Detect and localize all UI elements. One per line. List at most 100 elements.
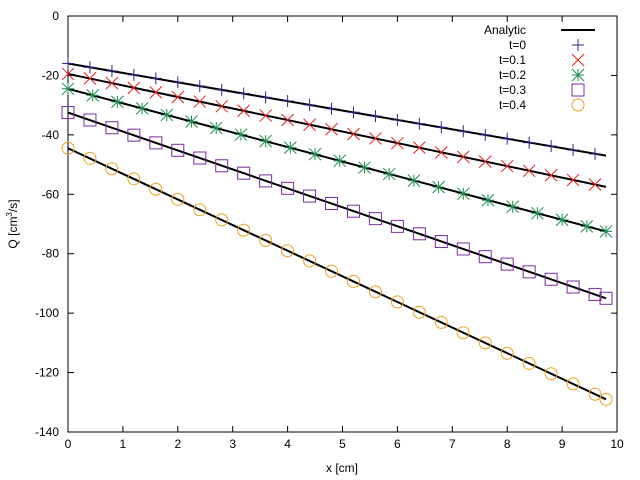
legend-marker [571,83,585,97]
data-point-star [599,225,613,238]
data-point-star [234,128,248,141]
data-point-square [303,189,317,203]
x-tick-label: 10 [610,437,624,451]
axis-ticks [67,15,618,433]
y-axis-label-suffix: /s] [6,199,20,212]
data-point-cross [434,146,448,159]
data-point-circle [390,295,404,309]
data-point-square [599,291,613,305]
data-point-circle [127,172,141,186]
data-point-circle [303,254,317,268]
data-point-square [281,181,295,195]
data-point-square [171,143,185,157]
data-point-plus [501,132,514,145]
legend-label: t=0.1 [499,53,526,67]
y-tick-label: -80 [42,247,60,261]
data-point-cross [215,99,229,113]
data-point-square [325,196,339,210]
y-tick-label: -120 [35,366,59,380]
legend-marker [572,39,584,51]
data-point-circle [566,377,580,391]
data-point-star [506,200,520,214]
x-tick-label: 6 [394,437,401,451]
data-point-cross [193,95,207,108]
data-point-circle [171,192,185,206]
legend-label: t=0 [509,38,526,52]
y-tick-label: -40 [42,128,60,142]
data-point-star [135,102,149,115]
data-point-plus [413,117,426,130]
y-tick-label: -20 [42,68,60,82]
series-layer [61,57,613,406]
data-point-plus [62,57,74,70]
data-point-square [215,159,229,173]
series-t-0-4 [61,141,613,406]
data-point-square [434,235,448,249]
data-point-plus [149,72,162,85]
data-point-plus [237,87,250,100]
data-point-plus [325,102,338,115]
data-point-square [127,128,141,142]
data-point-star [382,167,396,181]
legend-label: Analytic [484,23,526,37]
data-point-star [259,134,272,148]
analytic-line [67,87,607,233]
data-point-star [209,121,223,135]
data-point-square [105,121,119,135]
data-point-square [61,106,75,120]
data-point-cross [61,67,75,81]
y-axis-label: Q [cm3/s] [5,199,20,248]
data-point-circle [544,367,558,381]
data-point-star [432,180,445,194]
data-point-plus [105,64,118,77]
data-point-circle [105,162,119,176]
data-point-star [531,206,544,220]
data-point-star [111,95,124,109]
legend-label: t=0.2 [499,68,526,82]
data-point-square [566,280,580,294]
data-point-circle [588,387,602,401]
data-point-square [346,204,360,218]
series-t-0 [62,57,602,160]
y-axis-label-prefix: Q [cm [6,217,20,249]
data-point-cross [544,168,558,182]
data-point-star [456,187,470,201]
data-point-circle [434,315,448,329]
series-t-0-3 [61,106,613,305]
data-point-star [333,154,347,168]
x-tick-label: 2 [174,437,181,451]
data-point-cross [478,155,492,168]
data-point-star [61,82,75,96]
y-axis-label-sup: 3 [5,212,14,217]
data-point-plus [281,94,294,107]
y-tick-label: -60 [42,187,60,201]
data-point-square [544,272,558,286]
data-point-plus [369,110,382,123]
data-point-plus [303,98,316,111]
data-point-circle [325,264,339,278]
analytic-line [67,111,607,300]
data-point-cross [325,122,338,136]
data-point-star [185,115,198,128]
x-tick-label: 5 [339,437,346,451]
data-point-star [283,141,297,154]
legend-marker [571,68,585,82]
data-point-circle [500,346,514,360]
data-point-cross [588,178,602,191]
data-point-cross [522,164,536,178]
x-tick-label: 4 [284,437,291,451]
data-point-cross [149,86,163,99]
data-point-cross [259,109,272,122]
data-point-plus [391,114,404,126]
data-point-cross [391,136,404,150]
data-point-plus [589,147,602,160]
legend-label: t=0.3 [499,83,526,97]
x-tick-label: 3 [229,437,236,451]
data-point-cross [127,81,141,95]
series-analytic [67,62,607,401]
data-point-plus [215,83,228,96]
analytic-line [67,72,607,188]
data-point-circle [346,274,360,288]
